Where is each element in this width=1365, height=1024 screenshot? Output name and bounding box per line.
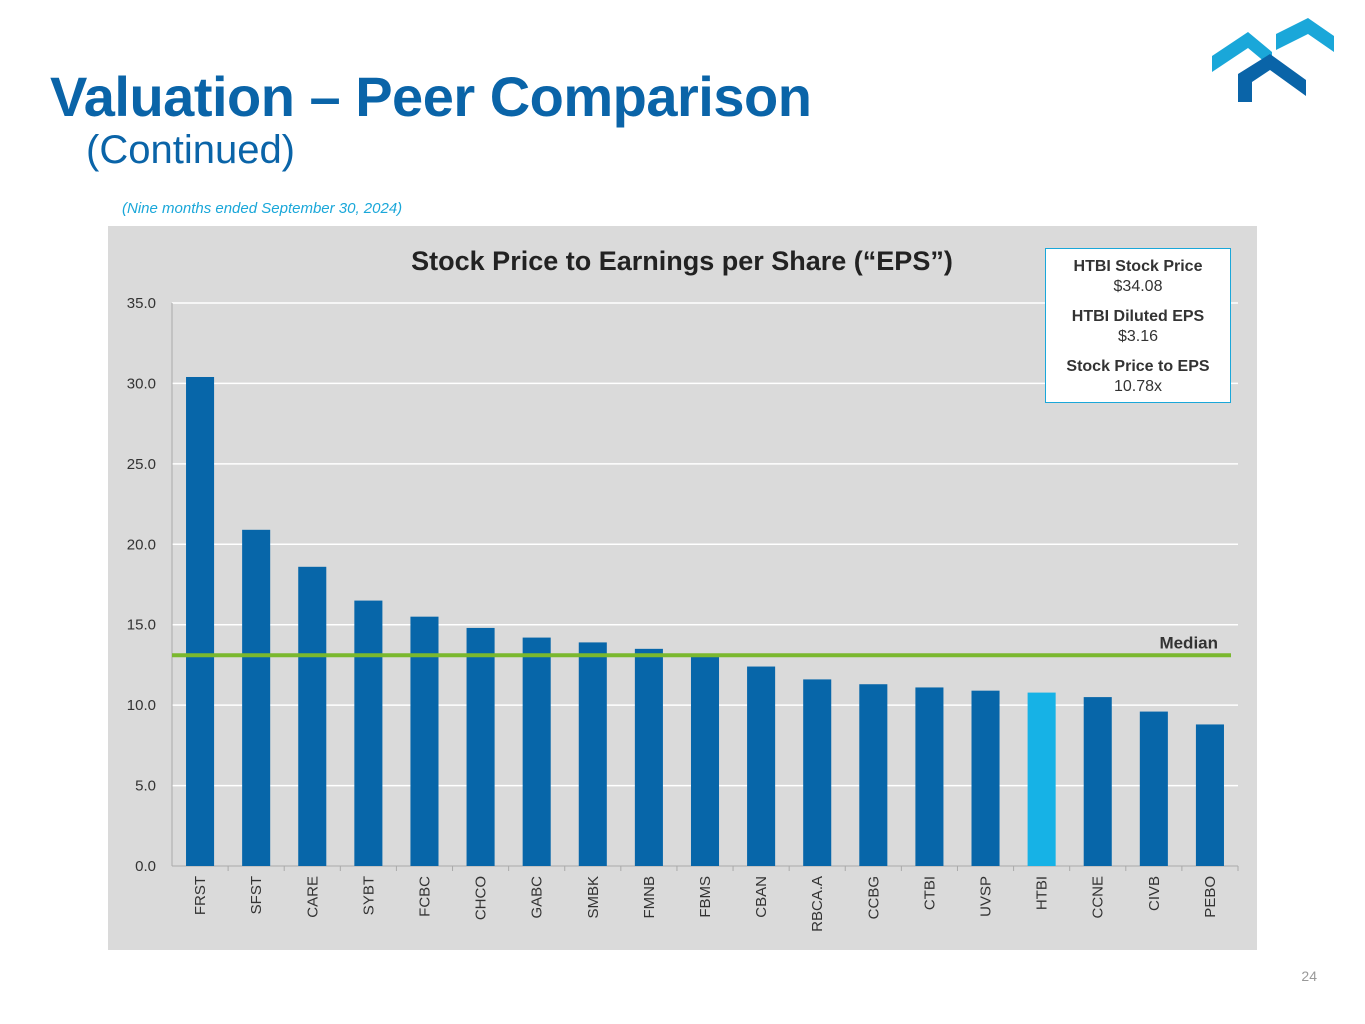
x-tick-label: CIVB	[1146, 876, 1163, 911]
y-tick-label: 5.0	[135, 778, 156, 795]
info-eps-value: $3.16	[1117, 328, 1159, 345]
bar-sybt	[354, 600, 383, 866]
x-tick-label: FBMS	[697, 876, 714, 918]
bar-ccne	[1083, 697, 1112, 866]
bar-fcbc	[410, 616, 439, 866]
bar-smbk	[578, 642, 607, 866]
y-tick-label: 10.0	[127, 697, 156, 714]
bar-ctbi	[915, 687, 944, 866]
bar-fbms	[690, 656, 720, 866]
info-ratio-value: 10.78x	[1113, 378, 1163, 395]
bar-care	[298, 566, 327, 866]
bar-sfst	[242, 529, 271, 866]
y-tick-label: 35.0	[127, 295, 156, 312]
chart-title: Stock Price to Earnings per Share (“EPS”…	[411, 246, 953, 276]
x-tick-label: RBCA.A	[809, 876, 826, 932]
x-tick-label: SFST	[248, 876, 265, 914]
bar-civb	[1139, 711, 1168, 866]
info-price-label: HTBI Stock Price	[1073, 258, 1203, 275]
x-tick-label: FMNB	[641, 876, 658, 919]
bar-rbca-a	[803, 679, 832, 866]
x-tick-label: PEBO	[1202, 876, 1219, 918]
x-tick-label: CTBI	[921, 876, 938, 910]
bar-htbi	[1027, 692, 1056, 866]
y-tick-label: 20.0	[127, 536, 156, 553]
page-subtitle: (Continued)	[86, 128, 296, 172]
y-tick-label: 30.0	[127, 375, 156, 392]
bar-pebo	[1195, 724, 1224, 866]
info-price-value: $34.08	[1113, 278, 1163, 295]
median-label: Median	[1159, 633, 1218, 652]
bar-cban	[747, 666, 776, 866]
x-tick-label: UVSP	[978, 876, 995, 917]
page-title: Valuation – Peer Comparison	[50, 65, 812, 128]
x-tick-label: FRST	[192, 876, 209, 915]
x-tick-label: FCBC	[416, 876, 433, 917]
chart-panel: Stock Price to Earnings per Share (“EPS”…	[108, 226, 1257, 950]
bar-ccbg	[859, 684, 888, 866]
x-tick-label: HTBI	[1034, 876, 1051, 910]
bar-chco	[466, 627, 495, 866]
bar-frst	[186, 376, 215, 866]
company-logo-icon	[1212, 18, 1334, 102]
htbi-info-box: HTBI Stock Price $34.08 HTBI Diluted EPS…	[1045, 248, 1231, 403]
info-ratio-label: Stock Price to EPS	[1066, 358, 1210, 375]
page-number: 24	[1301, 968, 1317, 984]
bar-fmnb	[634, 648, 663, 866]
period-note: (Nine months ended September 30, 2024)	[122, 200, 403, 217]
x-tick-label: CARE	[304, 876, 321, 918]
y-tick-label: 0.0	[135, 858, 156, 875]
info-eps-label: HTBI Diluted EPS	[1071, 308, 1205, 325]
y-tick-label: 25.0	[127, 456, 156, 473]
bar-uvsp	[971, 690, 1000, 866]
x-tick-label: SYBT	[360, 876, 377, 915]
pe-ratio-bar-chart: Stock Price to Earnings per Share (“EPS”…	[127, 246, 1239, 932]
x-tick-label: SMBK	[585, 876, 602, 919]
x-tick-label: CCNE	[1090, 876, 1107, 919]
x-tick-label: CCBG	[865, 876, 882, 919]
y-tick-label: 15.0	[127, 617, 156, 634]
x-tick-label: GABC	[529, 876, 546, 919]
x-tick-label: CHCO	[473, 876, 490, 920]
x-tick-label: CBAN	[753, 876, 770, 918]
bar-gabc	[522, 637, 551, 866]
